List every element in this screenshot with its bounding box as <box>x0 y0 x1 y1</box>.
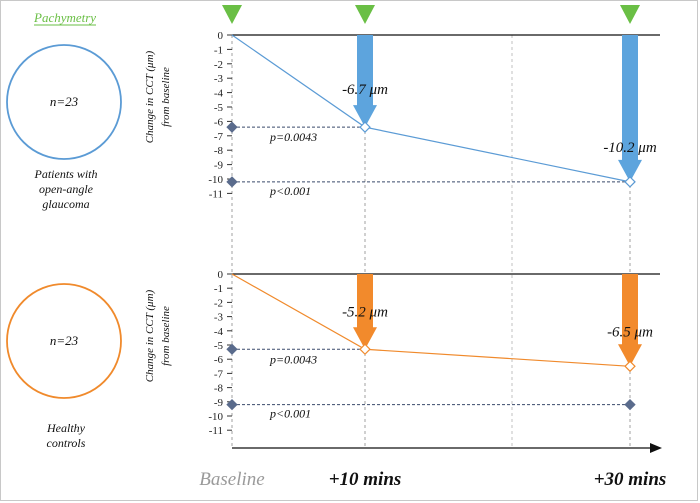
p-value-label: p=0.0043 <box>269 352 317 366</box>
change-annotation: -6.5 μm <box>607 324 653 340</box>
x-label-30min: +30 mins <box>594 469 667 490</box>
series-line <box>231 34 631 183</box>
y-tick-label: -11 <box>209 425 223 437</box>
y-tick-label: -7 <box>214 131 224 143</box>
p-value-label: p<0.001 <box>269 184 311 198</box>
change-annotation: -6.7 μm <box>342 82 388 98</box>
y-tick-label: -1 <box>214 283 223 295</box>
change-annotation: -10.2 μm <box>603 140 657 156</box>
group-label: open-angle <box>39 182 94 196</box>
group-label: Healthy <box>46 421 86 435</box>
y-tick-label: -2 <box>214 59 223 71</box>
timepoint-marker <box>620 5 640 24</box>
group-label: controls <box>47 436 86 450</box>
data-point <box>624 176 636 188</box>
y-tick-label: -10 <box>208 174 223 186</box>
reference-marker <box>226 176 238 188</box>
group-n-label: n=23 <box>50 94 79 109</box>
y-tick-label: -10 <box>208 411 223 423</box>
group-circle <box>6 283 122 399</box>
y-tick-label: 0 <box>218 30 224 42</box>
y-axis-title: from baseline <box>160 67 172 127</box>
group-label: Patients with <box>34 167 98 181</box>
change-arrow <box>618 35 642 182</box>
reference-marker <box>226 398 238 411</box>
group-n-label: n=23 <box>50 333 79 348</box>
y-axis-title: Change in CCT (μm) <box>144 289 156 382</box>
p-value-label: p=0.0043 <box>269 130 317 144</box>
y-tick-label: -6 <box>214 354 224 366</box>
y-tick-label: -8 <box>214 145 224 157</box>
y-tick-label: -2 <box>214 297 223 309</box>
y-axis-title: Change in CCT (μm) <box>144 50 156 143</box>
group-circle <box>6 44 122 160</box>
y-tick-label: -6 <box>214 116 224 128</box>
change-arrow <box>618 274 642 367</box>
change-arrow <box>353 35 377 128</box>
data-point <box>359 343 371 356</box>
group-label: glaucoma <box>42 197 89 211</box>
header-title: Pachymetry <box>33 10 96 25</box>
y-tick-label: -5 <box>214 102 224 114</box>
y-axis-title: from baseline <box>160 306 172 366</box>
timepoint-marker <box>355 5 375 24</box>
data-point <box>624 360 636 373</box>
time-axis-arrowhead <box>650 443 662 453</box>
y-tick-label: -3 <box>214 73 224 85</box>
y-tick-label: -7 <box>214 368 224 380</box>
y-tick-label: -9 <box>214 160 224 172</box>
change-annotation: -5.2 μm <box>342 304 388 320</box>
change-arrow <box>353 274 377 350</box>
y-tick-label: -11 <box>209 188 223 200</box>
x-label-baseline: Baseline <box>199 469 264 490</box>
y-tick-label: -8 <box>214 383 224 395</box>
x-label-10min: +10 mins <box>329 469 402 490</box>
y-tick-label: -4 <box>214 88 224 100</box>
data-point <box>359 121 371 133</box>
y-tick-label: -9 <box>214 397 224 409</box>
reference-marker <box>624 398 636 411</box>
y-tick-label: 0 <box>218 269 224 281</box>
p-value-label: p<0.001 <box>269 407 311 421</box>
reference-marker <box>226 343 238 355</box>
reference-marker <box>226 121 238 133</box>
y-tick-label: -3 <box>214 312 224 324</box>
y-tick-label: -4 <box>214 326 224 338</box>
y-tick-label: -1 <box>214 44 223 56</box>
y-tick-label: -5 <box>214 340 224 352</box>
timepoint-marker <box>222 5 242 24</box>
